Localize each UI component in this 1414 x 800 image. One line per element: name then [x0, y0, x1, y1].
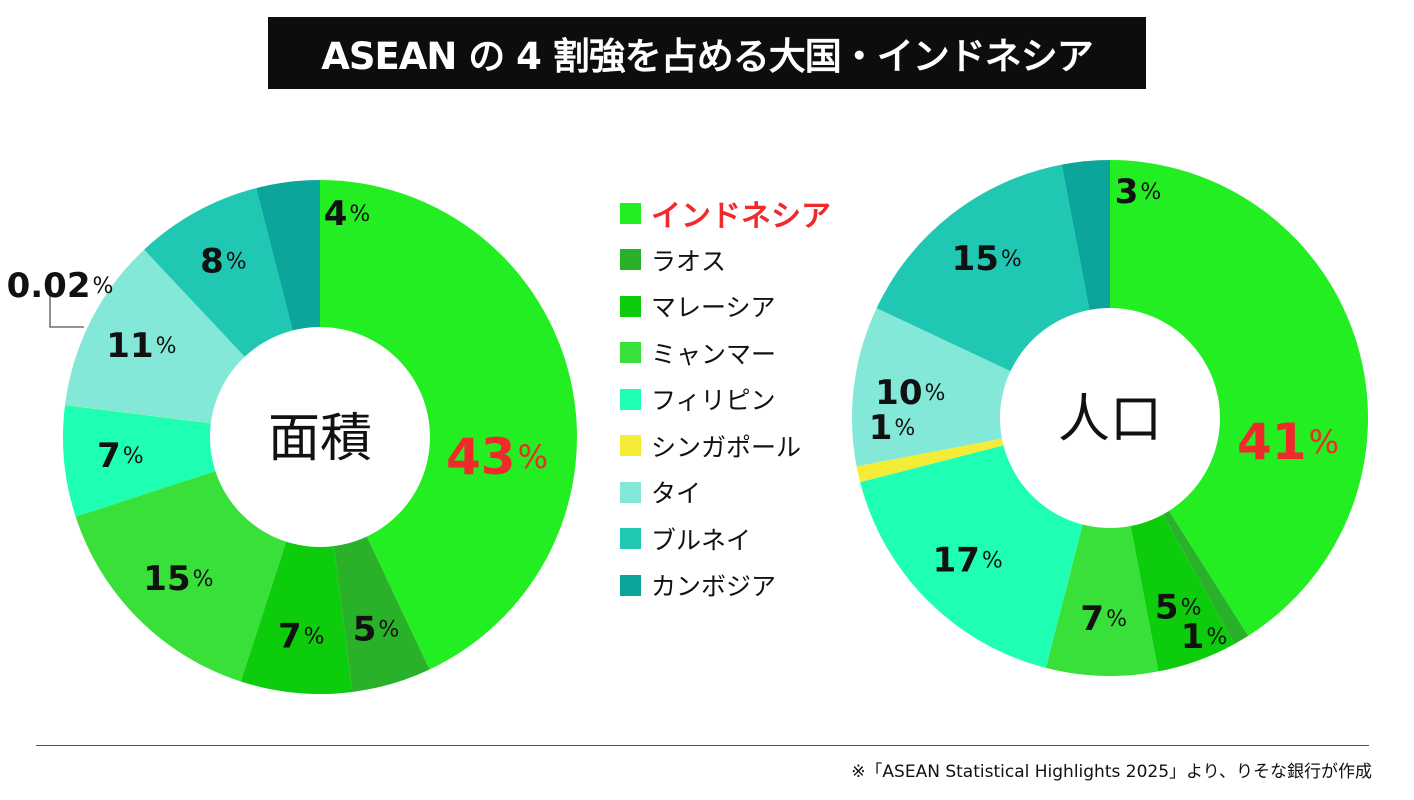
population-donut-chart: 人口 41%1%5%7%17%1%10%15%3%	[851, 160, 1369, 676]
slice-label-2: 1%	[1181, 617, 1228, 657]
legend-swatch	[620, 202, 641, 224]
legend-item-9: カンボジア	[620, 562, 831, 609]
slice-label-7: 10%	[875, 373, 945, 413]
legend-label: カンボジア	[651, 572, 777, 602]
leader-line	[49, 290, 84, 328]
slice-label-5: 7%	[97, 436, 144, 476]
source-note: ※「ASEAN Statistical Highlights 2025」より、り…	[851, 762, 1372, 782]
legend-item-1: インドネシア	[620, 190, 831, 237]
legend-label: ブルネイ	[651, 525, 752, 555]
slice-labels: 41%1%5%7%17%1%10%15%3%	[869, 172, 1339, 657]
legend-swatch	[620, 342, 641, 364]
page-title: ASEAN の 4 割強を占める大国・インドネシア	[268, 17, 1146, 89]
slice-label-3: 5%	[1155, 587, 1202, 627]
pie-slice-1	[1110, 160, 1369, 636]
legend-item-8: ブルネイ	[620, 516, 831, 563]
area-donut-chart: 面積 43% 5% 7% 15% 7% 0.02% 11% 8% 4%	[7, 180, 577, 694]
legend-swatch	[620, 388, 641, 410]
legend-label: ラオス	[651, 246, 727, 276]
slice-label-6: 0.02%	[7, 266, 114, 306]
slice-label-6: 1%	[869, 408, 916, 448]
legend-label: ミャンマー	[651, 339, 777, 369]
slice-label-2: 5%	[353, 610, 400, 650]
legend-label: シンガポール	[651, 432, 802, 462]
slice-label-4: 7%	[1080, 599, 1127, 639]
slice-label-4: 15%	[143, 559, 213, 599]
legend-label: インドネシア	[651, 199, 831, 235]
slice-label-7: 11%	[106, 326, 176, 366]
legend-swatch	[620, 481, 641, 503]
slice-label-8: 15%	[952, 239, 1022, 279]
pie-slice-1	[320, 180, 577, 670]
legend-label: マレーシア	[651, 293, 776, 323]
slice-label-1: 41%	[1237, 413, 1339, 471]
donut-center-label: 面積	[268, 409, 372, 469]
slice-label-9: 3%	[1115, 172, 1162, 212]
slice-labels: 43% 5% 7% 15% 7% 0.02% 11% 8% 4%	[7, 194, 548, 657]
slice-label-8: 8%	[200, 241, 247, 281]
slice-label-5: 17%	[933, 540, 1003, 580]
legend-item-6: シンガポール	[620, 423, 831, 470]
legend-item-5: フィリピン	[620, 376, 831, 423]
legend-label: フィリピン	[651, 386, 776, 416]
donut-hole	[1000, 308, 1220, 528]
donut-center-label: 人口	[1058, 390, 1162, 450]
slice-label-9: 4%	[324, 194, 371, 234]
legend-item-4: ミャンマー	[620, 330, 831, 377]
legend-label: タイ	[651, 479, 702, 509]
legend-item-7: タイ	[620, 469, 831, 516]
legend-swatch	[620, 249, 641, 271]
legend-swatch	[620, 295, 641, 317]
footer-divider	[36, 745, 1369, 746]
legend-swatch	[620, 528, 641, 550]
legend-swatch	[620, 435, 641, 457]
pie-slice-4	[1045, 418, 1159, 676]
donut-hole	[210, 327, 430, 547]
legend-item-3: マレーシア	[620, 283, 831, 330]
legend-item-2: ラオス	[620, 237, 831, 284]
chart-legend: インドネシアラオスマレーシアミャンマーフィリピンシンガポール タイブルネイカンボジ…	[620, 190, 831, 609]
legend-swatch	[620, 574, 641, 596]
slice-label-1: 43%	[446, 428, 548, 486]
slice-label-3: 7%	[278, 617, 325, 657]
